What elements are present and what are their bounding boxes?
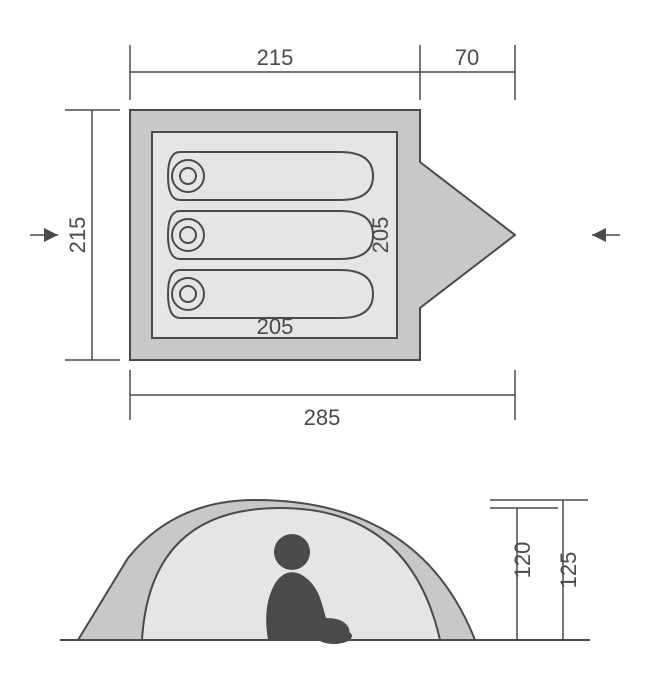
dim-inner-205-h: 205	[368, 217, 393, 254]
dim-bottom-285-label: 285	[304, 405, 341, 430]
dim-top-215-label: 215	[257, 45, 294, 70]
dim-top-70-label: 70	[455, 45, 479, 70]
tent-dimension-diagram: 215 70 215 285 205 205	[0, 0, 648, 679]
dim-side-125: 125	[556, 552, 581, 589]
sideview: 120 125	[60, 500, 590, 644]
dim-side-120: 120	[510, 542, 535, 579]
inner-tent	[152, 132, 397, 338]
entry-arrow-left	[30, 228, 58, 242]
dim-left-215-label: 215	[65, 217, 90, 254]
entry-arrow-right	[592, 228, 620, 242]
dim-inner-205-w: 205	[257, 314, 294, 339]
topview: 215 70 215 285 205 205	[30, 45, 620, 430]
